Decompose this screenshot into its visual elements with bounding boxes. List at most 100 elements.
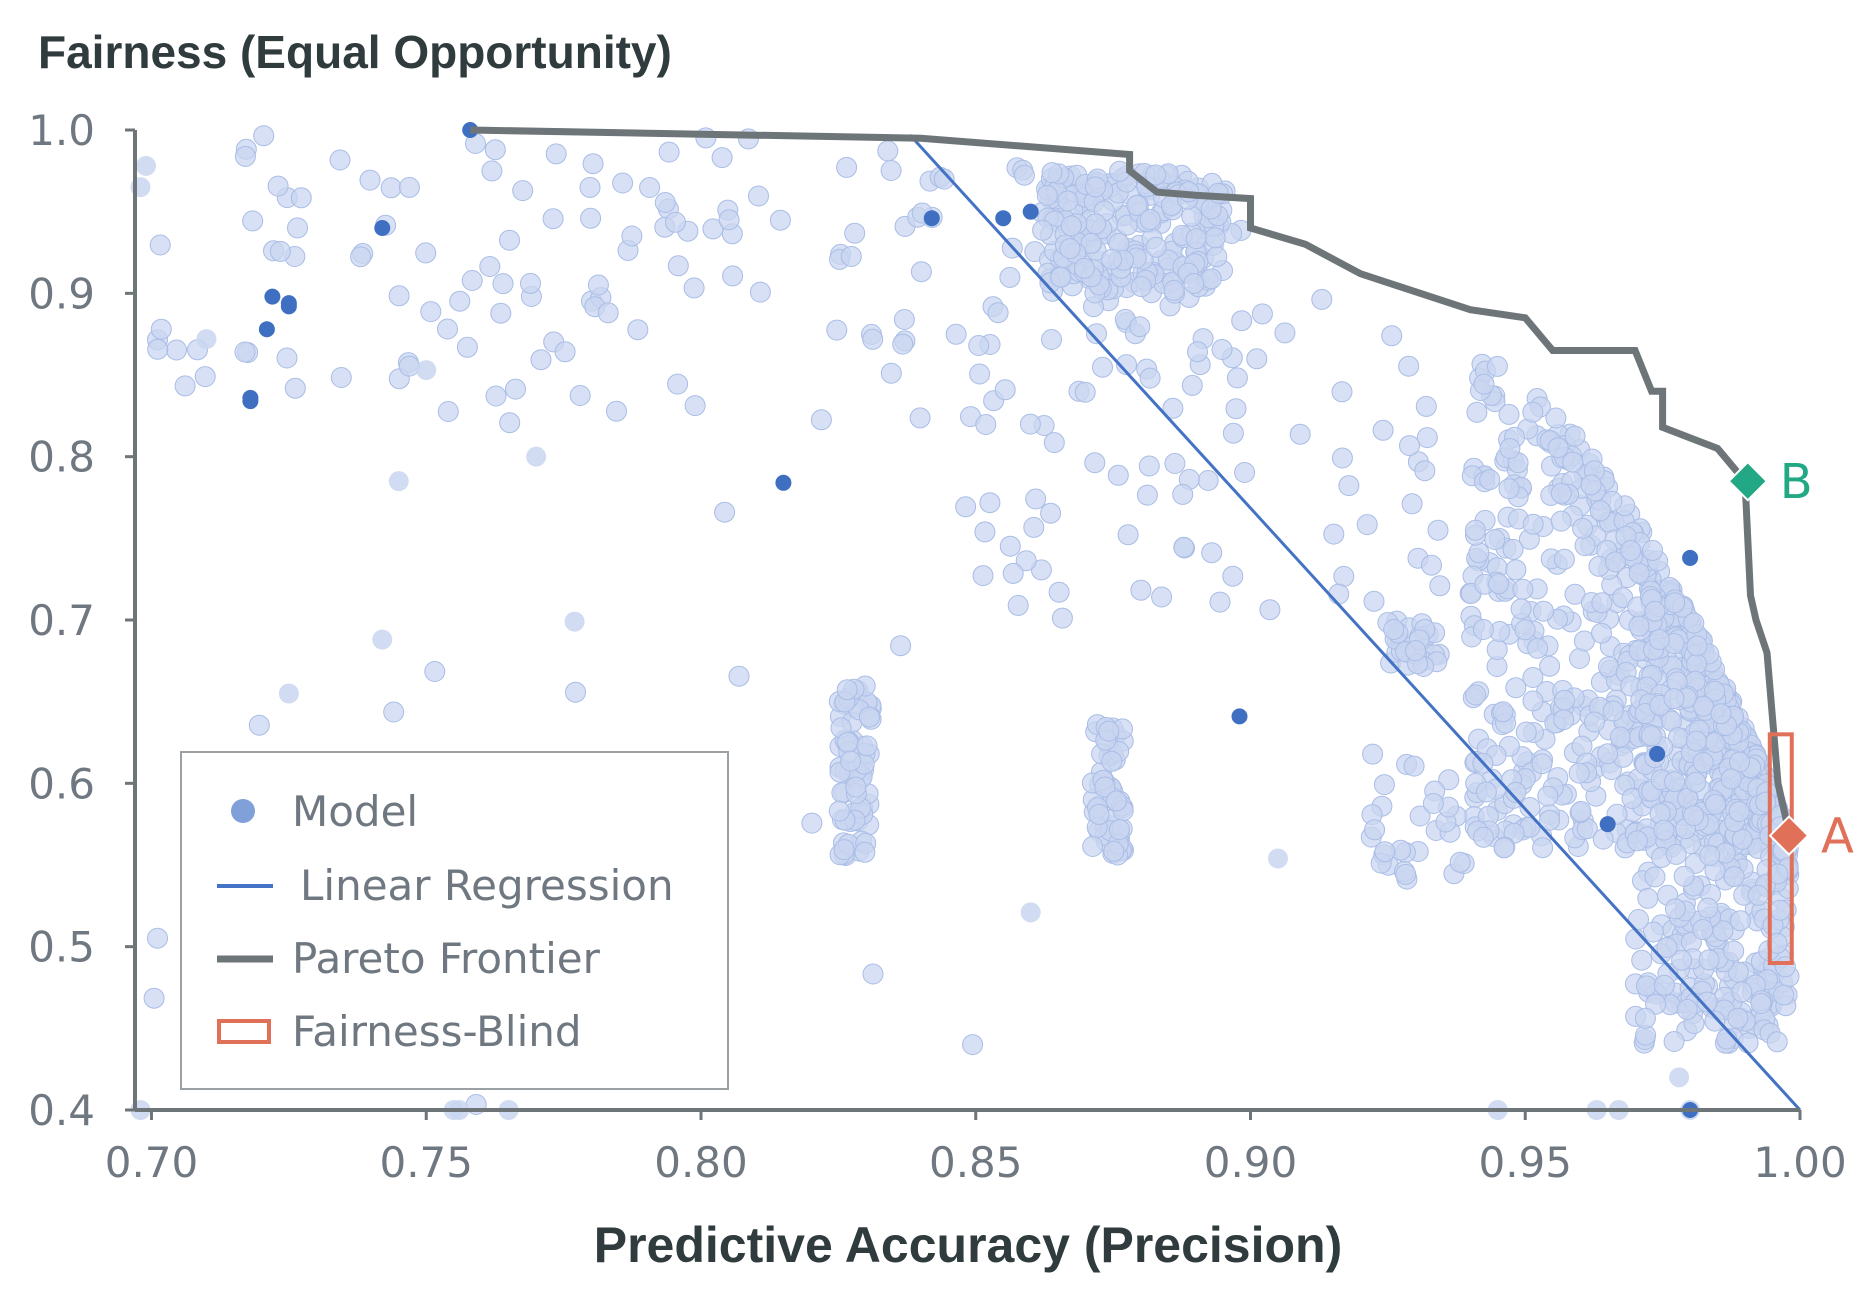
model-point [1048,581,1070,603]
model-point [492,273,514,295]
model-point [1696,991,1718,1013]
model-point [1139,367,1161,389]
model-point [854,841,876,863]
model-point [481,160,503,182]
model-point [667,255,689,277]
highlighted-model-point [775,474,792,491]
model-point [1653,819,1675,841]
model-point [1605,551,1626,573]
model-point [597,302,619,324]
x-tick-label: 0.90 [1204,1138,1298,1187]
model-point [1023,516,1045,538]
model-point [1473,373,1495,395]
model-point [582,153,604,175]
model-point [276,347,298,369]
model-point [380,177,402,199]
model-point [1136,484,1158,506]
model-point [1331,381,1353,403]
model-point [1019,413,1041,435]
model-point [1723,866,1745,888]
model-point [711,147,733,169]
model-point [1539,809,1561,831]
model-point [840,750,862,772]
highlighted-markers: AB [1727,454,1854,865]
model-point [1584,711,1605,733]
model-point [639,177,661,198]
model-point [545,143,567,165]
model-point [1162,397,1184,419]
model-point [1356,514,1378,536]
model-point [1663,1031,1685,1052]
model-point [1564,425,1586,447]
model-point [1512,578,1534,600]
model-point [1473,826,1494,848]
model-point [1084,452,1106,474]
model-point [1181,205,1203,227]
model-point [1414,460,1436,482]
model-point [1311,288,1333,310]
y-tick-label: 0.8 [28,433,95,482]
model-point [1088,803,1110,825]
model-point [580,207,602,229]
model-point [1727,1007,1749,1029]
model-point [1486,639,1508,661]
model-point [1628,615,1650,637]
model-point [1522,690,1544,712]
model-point [1267,848,1288,869]
model-point [1580,474,1602,496]
model-point [149,234,171,256]
model-point [1591,622,1612,644]
model-point [1130,579,1152,601]
x-tick-label: 0.85 [929,1138,1023,1187]
model-point [999,266,1021,288]
highlighted-model-points [242,122,1699,1118]
legend-model-icon [231,799,255,823]
model-point [359,169,381,191]
model-point [1628,562,1650,584]
model-point [1568,762,1590,784]
model-point [424,661,446,682]
model-point [974,521,996,543]
model-point [1025,488,1047,510]
model-point [1130,276,1152,298]
model-point [1185,228,1207,250]
highlighted-model-point [1022,203,1039,220]
highlighted-model-point [374,220,391,236]
model-point [287,217,308,239]
model-point [1750,993,1772,1014]
model-point [1103,840,1125,862]
model-point [836,679,858,701]
model-point [1573,630,1595,652]
model-point [969,363,991,385]
model-point [1338,475,1360,497]
model-point [862,963,884,985]
model-point [1107,464,1129,486]
model-point [1105,790,1127,812]
model-point [150,318,172,340]
y-tick-label: 0.6 [28,759,95,808]
model-point [1533,600,1554,622]
model-point [1059,238,1081,260]
model-point [284,377,306,399]
model-point [329,149,351,171]
model-point [837,731,859,753]
model-point [1510,598,1532,620]
model-point [253,125,275,147]
model-point [826,319,848,341]
model-point [1620,540,1642,561]
model-point [166,339,187,361]
model-point [810,409,832,431]
marker-b-diamond [1727,460,1769,502]
model-point [893,309,915,330]
model-point [1383,619,1405,640]
model-point [1449,851,1471,873]
model-point [1505,677,1527,699]
model-point [1642,539,1664,561]
model-point [728,665,750,687]
model-point [1173,536,1195,558]
model-point [1015,550,1037,572]
model-point [1466,401,1488,423]
model-point [1080,232,1102,254]
model-point [1374,841,1396,863]
model-point [1036,185,1058,206]
